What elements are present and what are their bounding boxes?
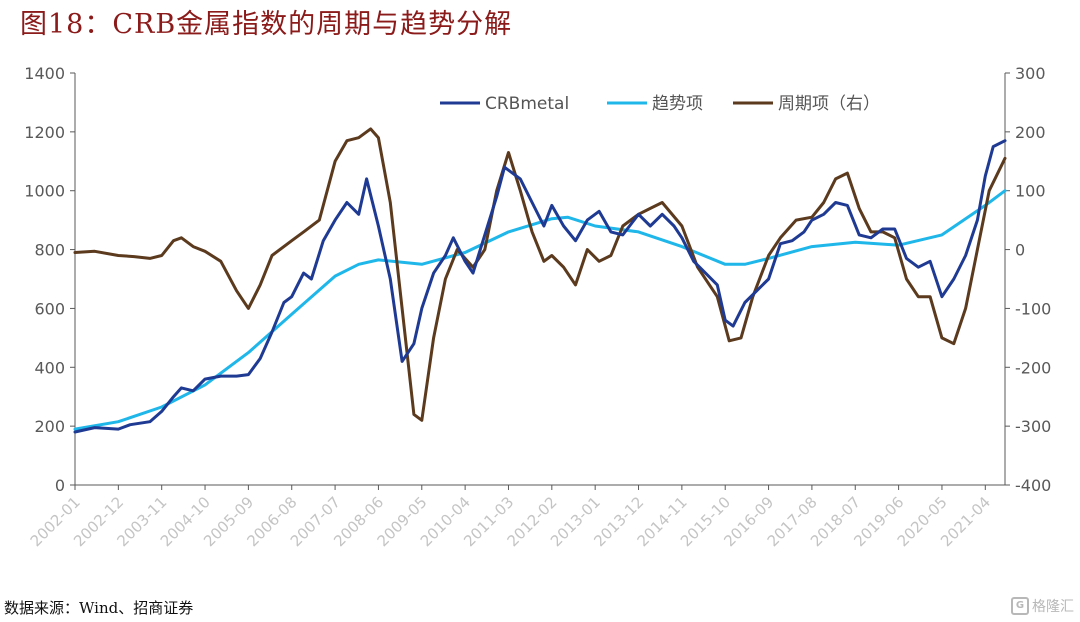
legend-label: CRBmetal bbox=[485, 94, 569, 114]
y-left-tick-label: 0 bbox=[55, 476, 65, 495]
y-left-tick-label: 400 bbox=[34, 358, 65, 377]
series-line-cycle bbox=[73, 127, 1007, 422]
chart-area: 0200400600800100012001400-400-300-200-10… bbox=[24, 64, 1051, 550]
y-left-tick-label: 600 bbox=[34, 299, 65, 318]
series-line-crbmetal bbox=[73, 139, 1007, 434]
y-left-tick-label: 800 bbox=[34, 241, 65, 260]
y-left-tick-label: 200 bbox=[34, 417, 65, 436]
legend-label: 周期项（右） bbox=[778, 94, 880, 114]
y-right-tick-label: -200 bbox=[1015, 358, 1051, 377]
y-left-tick-label: 1200 bbox=[24, 123, 65, 142]
y-right-tick-label: -300 bbox=[1015, 417, 1051, 436]
y-left-tick-label: 1400 bbox=[24, 64, 65, 83]
y-right-tick-label: 100 bbox=[1015, 182, 1046, 201]
y-right-tick-label: 300 bbox=[1015, 64, 1046, 83]
g-logo-icon: G bbox=[1011, 597, 1029, 615]
watermark-text: 格隆汇 bbox=[1032, 599, 1074, 615]
y-left-tick-label: 1000 bbox=[24, 182, 65, 201]
y-right-tick-label: -100 bbox=[1015, 299, 1051, 318]
y-right-tick-label: 200 bbox=[1015, 123, 1046, 142]
watermark: G 格隆汇 bbox=[1011, 596, 1074, 616]
series-line-trend bbox=[73, 189, 1007, 431]
chart-title: 图18：CRB金属指数的周期与趋势分解 bbox=[20, 9, 513, 40]
legend-label: 趋势项 bbox=[652, 94, 703, 114]
source-note: 数据来源：Wind、招商证券 bbox=[4, 599, 194, 617]
y-right-tick-label: -400 bbox=[1015, 476, 1051, 495]
y-right-tick-label: 0 bbox=[1015, 241, 1025, 260]
